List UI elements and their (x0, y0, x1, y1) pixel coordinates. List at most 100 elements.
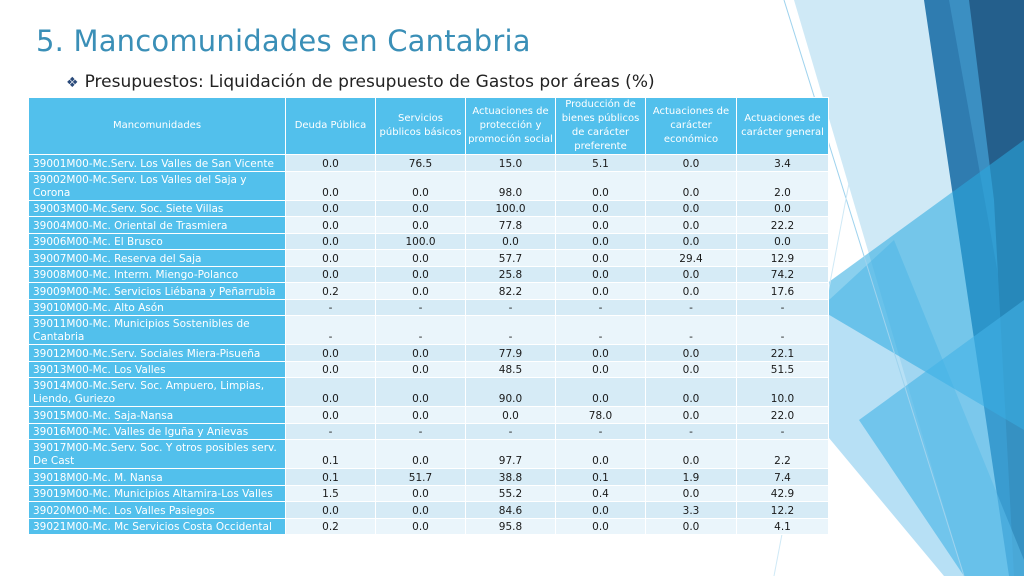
value-cell: 0.0 (555, 199, 646, 217)
value-cell: 0.0 (555, 282, 646, 300)
value-cell: 0.0 (285, 249, 376, 267)
table-row: 39009M00-Mc. Servicios Liébana y Peñarru… (28, 282, 829, 300)
value-cell: 0.0 (645, 484, 737, 502)
value-cell: 0.0 (375, 517, 466, 535)
mancomunidad-name-cell: 39010M00-Mc. Alto Asón (28, 298, 286, 316)
table-row: 39018M00-Mc. M. Nansa 0.1 51.7 38.8 0.1 1.9 7.… (28, 468, 829, 486)
value-cell: 0.0 (645, 199, 737, 217)
table-row: 39019M00-Mc. Municipios Altamira-Los Val… (28, 484, 829, 502)
value-cell: 0.0 (555, 265, 646, 283)
table-row: 39013M00-Mc. Los Valles 0.0 0.0 48.5 0.0 0.0 5… (28, 360, 829, 378)
value-cell: 15.0 (465, 154, 556, 172)
value-cell: - (465, 315, 556, 345)
value-cell: 0.1 (555, 468, 646, 486)
value-cell: 0.0 (375, 249, 466, 267)
value-cell: 0.0 (555, 170, 646, 201)
value-cell: 0.0 (375, 501, 466, 519)
table-row: 39012M00-Mc.Serv. Sociales Miera-Pisueña… (28, 344, 829, 362)
value-cell: 74.2 (736, 265, 829, 283)
value-cell: - (285, 422, 376, 440)
value-cell: 0.0 (375, 377, 466, 407)
value-cell: 0.0 (645, 154, 737, 172)
value-cell: 0.0 (645, 232, 737, 250)
value-cell: 0.0 (285, 199, 376, 217)
mancomunidad-name-cell: 39017M00-Mc.Serv. Soc. Y otros posibles … (28, 439, 286, 469)
value-cell: 0.0 (555, 249, 646, 267)
value-cell: 0.1 (285, 468, 376, 486)
value-cell: 0.0 (555, 232, 646, 250)
table-row: 39006M00-Mc. El Brusco 0.0 100.0 0.0 0.0 0.0 0… (28, 232, 829, 250)
value-cell: 0.0 (285, 170, 376, 201)
mancomunidad-name-cell: 39004M00-Mc. Oriental de Trasmiera (28, 216, 286, 234)
budget-table: Mancomunidades Deuda Pública Servicios p… (28, 97, 829, 535)
mancomunidad-name-cell: 39008M00-Mc. Interm. Miengo-Polanco (28, 265, 286, 283)
value-cell: 0.0 (555, 360, 646, 378)
value-cell: 0.0 (465, 232, 556, 250)
value-cell: 0.0 (375, 282, 466, 300)
value-cell: 0.0 (555, 377, 646, 407)
value-cell: 1.9 (645, 468, 737, 486)
mancomunidad-name-cell: 39019M00-Mc. Municipios Altamira-Los Val… (28, 484, 286, 502)
value-cell: 0.0 (555, 216, 646, 234)
table-row: 39016M00-Mc. Valles de Iguña y Anievas - -… (28, 422, 829, 440)
value-cell: - (465, 298, 556, 316)
value-cell: 0.0 (375, 484, 466, 502)
value-cell: 48.5 (465, 360, 556, 378)
header-cell: Mancomunidades (28, 97, 286, 155)
value-cell: 0.0 (645, 216, 737, 234)
diamond-bullet-icon: ❖ (66, 75, 79, 91)
value-cell: 2.2 (736, 439, 829, 469)
value-cell: 0.0 (375, 439, 466, 469)
mancomunidad-name-cell: 39013M00-Mc. Los Valles (28, 360, 286, 378)
value-cell: 3.4 (736, 154, 829, 172)
value-cell: 51.5 (736, 360, 829, 378)
value-cell: - (375, 422, 466, 440)
value-cell: - (375, 315, 466, 345)
value-cell: 0.0 (285, 154, 376, 172)
value-cell: 0.1 (285, 439, 376, 469)
mancomunidad-name-cell: 39009M00-Mc. Servicios Liébana y Peñarru… (28, 282, 286, 300)
table-row: 39003M00-Mc.Serv. Soc. Siete Villas 0.0 0.… (28, 199, 829, 217)
value-cell: - (465, 422, 556, 440)
mancomunidad-name-cell: 39012M00-Mc.Serv. Sociales Miera-Pisueña (28, 344, 286, 362)
header-cell: Actuaciones de carácter general (736, 97, 829, 155)
value-cell: 0.0 (285, 232, 376, 250)
value-cell: 90.0 (465, 377, 556, 407)
value-cell: 0.0 (555, 501, 646, 519)
table-row: 39001M00-Mc.Serv. Los Valles de San Vice… (28, 154, 829, 172)
value-cell: 0.0 (375, 199, 466, 217)
table-row: 39015M00-Mc. Saja-Nansa 0.0 0.0 0.0 78.0 0.0 2… (28, 406, 829, 424)
value-cell: 84.6 (465, 501, 556, 519)
value-cell: 0.0 (645, 344, 737, 362)
value-cell: - (645, 422, 737, 440)
mancomunidad-name-cell: 39003M00-Mc.Serv. Soc. Siete Villas (28, 199, 286, 217)
value-cell: 38.8 (465, 468, 556, 486)
value-cell: 0.0 (375, 216, 466, 234)
value-cell: 57.7 (465, 249, 556, 267)
value-cell: 0.0 (375, 360, 466, 378)
mancomunidad-name-cell: 39016M00-Mc. Valles de Iguña y Anievas (28, 422, 286, 440)
value-cell: 29.4 (645, 249, 737, 267)
value-cell: 0.0 (645, 377, 737, 407)
value-cell: 22.2 (736, 216, 829, 234)
mancomunidad-name-cell: 39011M00-Mc. Municipios Sostenibles de C… (28, 315, 286, 345)
value-cell: 5.1 (555, 154, 646, 172)
value-cell: 51.7 (375, 468, 466, 486)
subtitle-line: ❖ Presupuestos: Liquidación de presupuest… (66, 72, 655, 92)
value-cell: 10.0 (736, 377, 829, 407)
value-cell: 0.0 (375, 344, 466, 362)
mancomunidad-name-cell: 39020M00-Mc. Los Valles Pasiegos (28, 501, 286, 519)
value-cell: 0.0 (645, 406, 737, 424)
table-row: 39020M00-Mc. Los Valles Pasiegos 0.0 0.0 84… (28, 501, 829, 519)
mancomunidad-name-cell: 39002M00-Mc.Serv. Los Valles del Saja y … (28, 170, 286, 201)
value-cell: 4.1 (736, 517, 829, 535)
value-cell: 2.0 (736, 170, 829, 201)
value-cell: - (375, 298, 466, 316)
value-cell: 78.0 (555, 406, 646, 424)
value-cell: 12.9 (736, 249, 829, 267)
value-cell: - (736, 422, 829, 440)
header-cell: Producción de bienes públicos de carácte… (555, 97, 646, 155)
value-cell: 22.0 (736, 406, 829, 424)
table-header-row: Mancomunidades Deuda Pública Servicios p… (28, 97, 829, 155)
value-cell: 0.0 (375, 265, 466, 283)
